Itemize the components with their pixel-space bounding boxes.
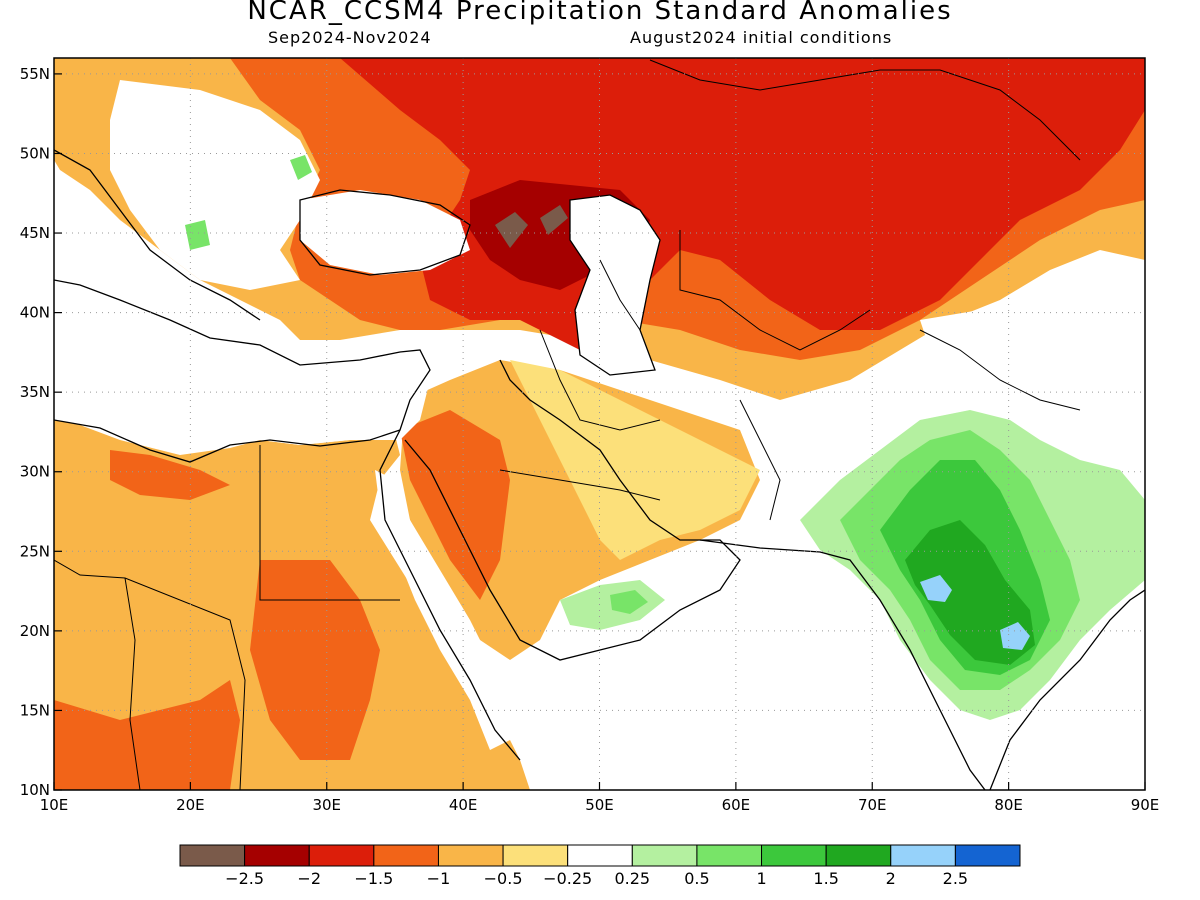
axis-labels: 10E 20E 30E 40E 50E 60E 70E 80E 90E 55N 50N 45N 40N 3… [20,65,1160,814]
colorbar-swatch [502,844,569,867]
lat-label: 30N [20,463,50,481]
colorbar-swatch [244,844,310,867]
colorbar-swatch [179,844,246,867]
neutral-zone-tibet [920,290,1145,440]
country-borders [54,59,1081,790]
graticule [54,58,1145,790]
lat-label: 35N [20,383,50,401]
colorbar-swatch [437,844,504,867]
anomaly-patch-africa-west [54,680,240,790]
lon-label: 50E [585,796,614,814]
colorbar-label: 0.5 [684,869,709,888]
wet-patch-turkey [185,155,312,250]
wet-core-gujarat [920,575,952,602]
neutral-zone-red-sea [375,470,510,750]
lon-label: 40E [449,796,478,814]
colorbar-label: −1 [427,869,451,888]
lat-label: 50N [20,144,50,162]
lat-label: 40N [20,304,50,322]
axis-ticks [53,73,1146,791]
forecast-period: Sep2024-Nov2024 [268,28,432,47]
colorbar-label: −1.5 [354,869,393,888]
lon-label: 30E [312,796,341,814]
lat-label: 45N [20,224,50,242]
lat-label: 15N [20,701,50,719]
lon-label: 60E [722,796,751,814]
colorbar-label: 1 [756,869,766,888]
lat-label: 10N [20,781,50,799]
wet-patch-arabia-core [610,590,648,614]
colorbar-label: 0.25 [614,869,650,888]
anomaly-patch-red-sea [400,410,510,600]
lat-label: 55N [20,65,50,83]
wet-core-central-india [1000,622,1030,650]
colorbar-swatch [761,844,827,867]
colorbar-label: −2.5 [225,869,264,888]
initial-conditions: August2024 initial conditions [630,28,893,47]
coastlines [54,149,1145,790]
caspian-sea [570,195,660,375]
lon-label: 90E [1131,796,1160,814]
colorbar-label: 1.5 [813,869,838,888]
colorbar-swatch [825,844,892,867]
lon-label: 10E [40,796,69,814]
anomaly-patch-africa-libya [110,450,230,500]
lon-label: 80E [994,796,1023,814]
neutral-zone-black-sea [300,190,470,275]
neutral-zone-pakistan [770,380,950,520]
colorbar-swatch [696,844,763,867]
colorbar: −2.5 −2 −1.5 −1 −0.5 −0.25 0.25 0.5 1 1.5 2 2.5 [179,844,1021,888]
anomaly-field [54,58,1145,790]
lat-label: 25N [20,542,50,560]
colorbar-swatch [631,844,698,867]
anomaly-patch-arabia-yellow [510,360,760,560]
lon-label: 70E [858,796,887,814]
neutral-zone-europe [110,80,320,290]
neutral-zone-mediterranean [54,300,430,450]
colorbar-swatch [308,844,375,867]
map-title: NCAR_CCSM4 Precipitation Standard Anomal… [247,0,953,26]
colorbar-swatch [567,844,633,867]
colorbar-label: −0.25 [543,869,592,888]
colorbar-label: −2 [297,869,321,888]
colorbar-swatch [954,844,1021,867]
lat-label: 20N [20,622,50,640]
colorbar-swatch [890,844,956,867]
lon-label: 20E [176,796,205,814]
colorbar-swatch [373,844,439,867]
anomaly-region-caucasus-core [495,205,568,248]
colorbar-label: 2 [886,869,896,888]
colorbar-label: 2.5 [943,869,968,888]
wet-region-india-strong [905,520,1035,665]
colorbar-label: −0.5 [484,869,523,888]
